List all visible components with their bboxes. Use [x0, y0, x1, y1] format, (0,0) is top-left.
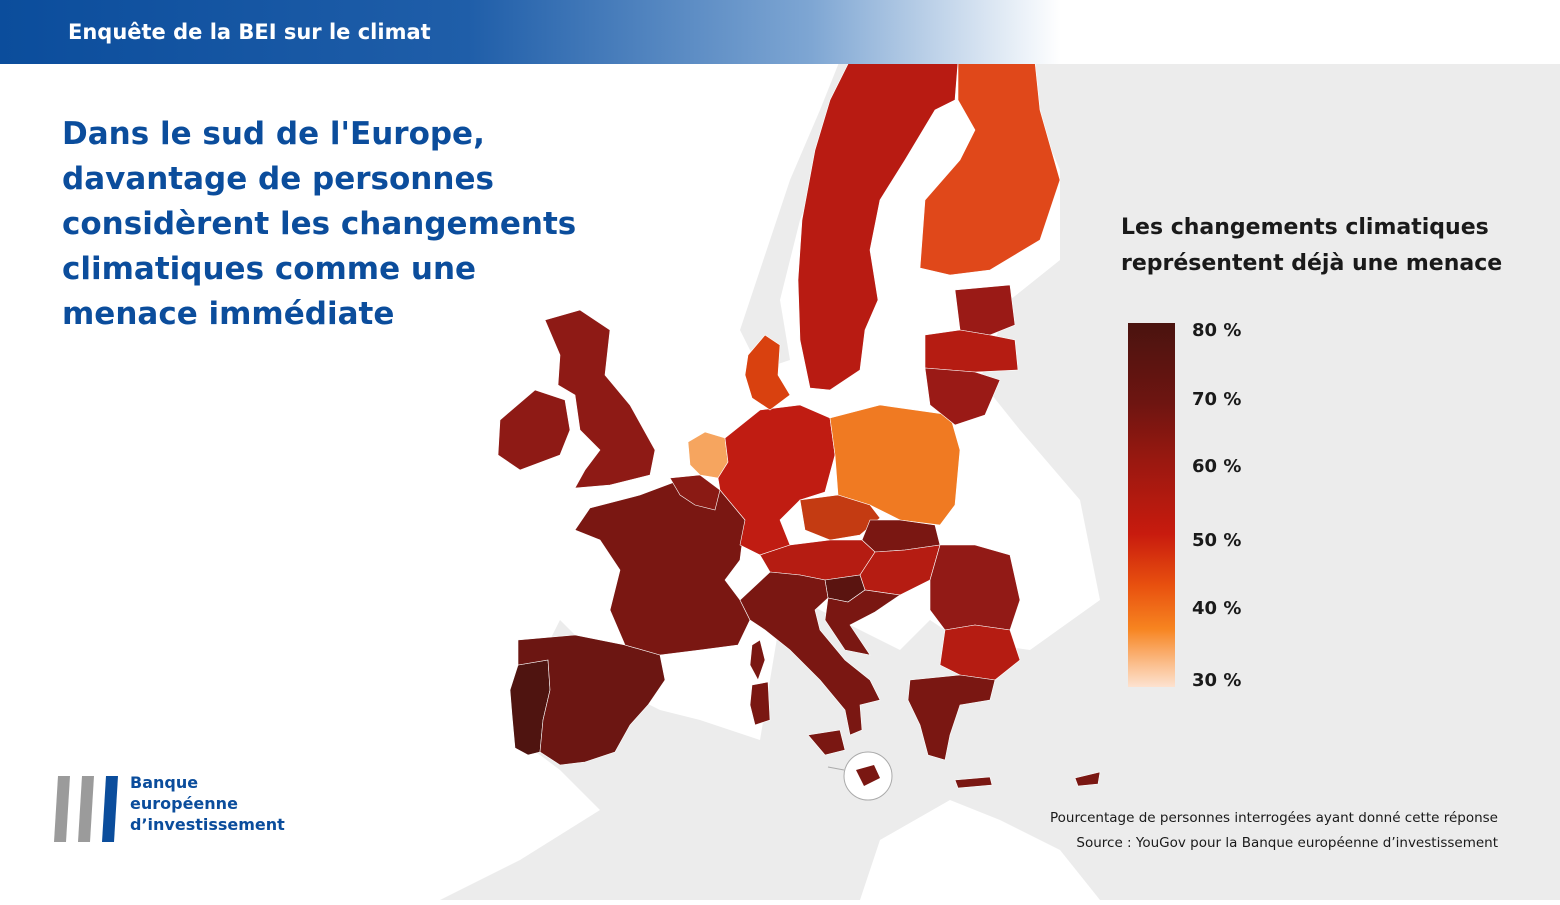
eib-logo-text: Banque européenne d’investissement	[130, 772, 330, 835]
logo-line-1: Banque	[130, 773, 199, 792]
footnote: Pourcentage de personnes interrogées aya…	[1050, 806, 1498, 856]
header-title: Enquête de la BEI sur le climat	[68, 20, 431, 44]
region-germany	[717, 404, 836, 556]
region-lithuania	[924, 367, 1001, 426]
region-crete	[954, 776, 993, 789]
region-ireland	[497, 389, 571, 471]
legend-tick-40: 40 %	[1192, 598, 1242, 619]
region-finland	[919, 61, 1061, 276]
headline: Dans le sud de l'Europe, davantage de pe…	[62, 116, 577, 332]
region-greece	[907, 674, 996, 761]
region-united-kingdom	[544, 309, 656, 489]
region-poland	[829, 404, 961, 526]
bg-scandinavia-west	[740, 40, 900, 370]
region-sardinia	[749, 681, 771, 726]
legend-tick-80: 80 %	[1192, 320, 1242, 341]
header-banner: Enquête de la BEI sur le climat	[0, 0, 1560, 64]
region-corsica	[749, 639, 766, 681]
region-sweden	[797, 59, 959, 391]
region-denmark	[744, 334, 791, 411]
footnote-source: Source : YouGov pour la Banque européenn…	[1076, 835, 1498, 851]
eib-logo-icon	[54, 776, 118, 842]
logo-line-3: d’investissement	[130, 815, 285, 834]
legend-tick-50: 50 %	[1192, 530, 1242, 551]
footnote-description: Pourcentage de personnes interrogées aya…	[1049, 810, 1498, 826]
bg-norway	[440, 0, 1560, 900]
legend-title: Les changements climatiques représentent…	[1121, 215, 1503, 276]
region-romania	[929, 544, 1021, 631]
region-croatia	[824, 589, 901, 656]
region-sicily	[807, 729, 846, 756]
region-estonia	[954, 284, 1016, 336]
legend-color-scale	[1128, 323, 1175, 687]
background-land	[440, 0, 1560, 900]
region-cyprus	[1074, 771, 1101, 787]
malta-inset-shape	[856, 765, 880, 786]
malta-inset-pointer	[827, 766, 845, 771]
legend-tick-30: 30 %	[1192, 670, 1242, 691]
region-france	[574, 479, 751, 656]
region-bulgaria	[939, 624, 1021, 681]
logo-line-2: européenne	[130, 794, 238, 813]
legend-tick-60: 60 %	[1192, 456, 1242, 477]
region-italy	[739, 571, 881, 736]
legend-tick-70: 70 %	[1192, 389, 1242, 410]
